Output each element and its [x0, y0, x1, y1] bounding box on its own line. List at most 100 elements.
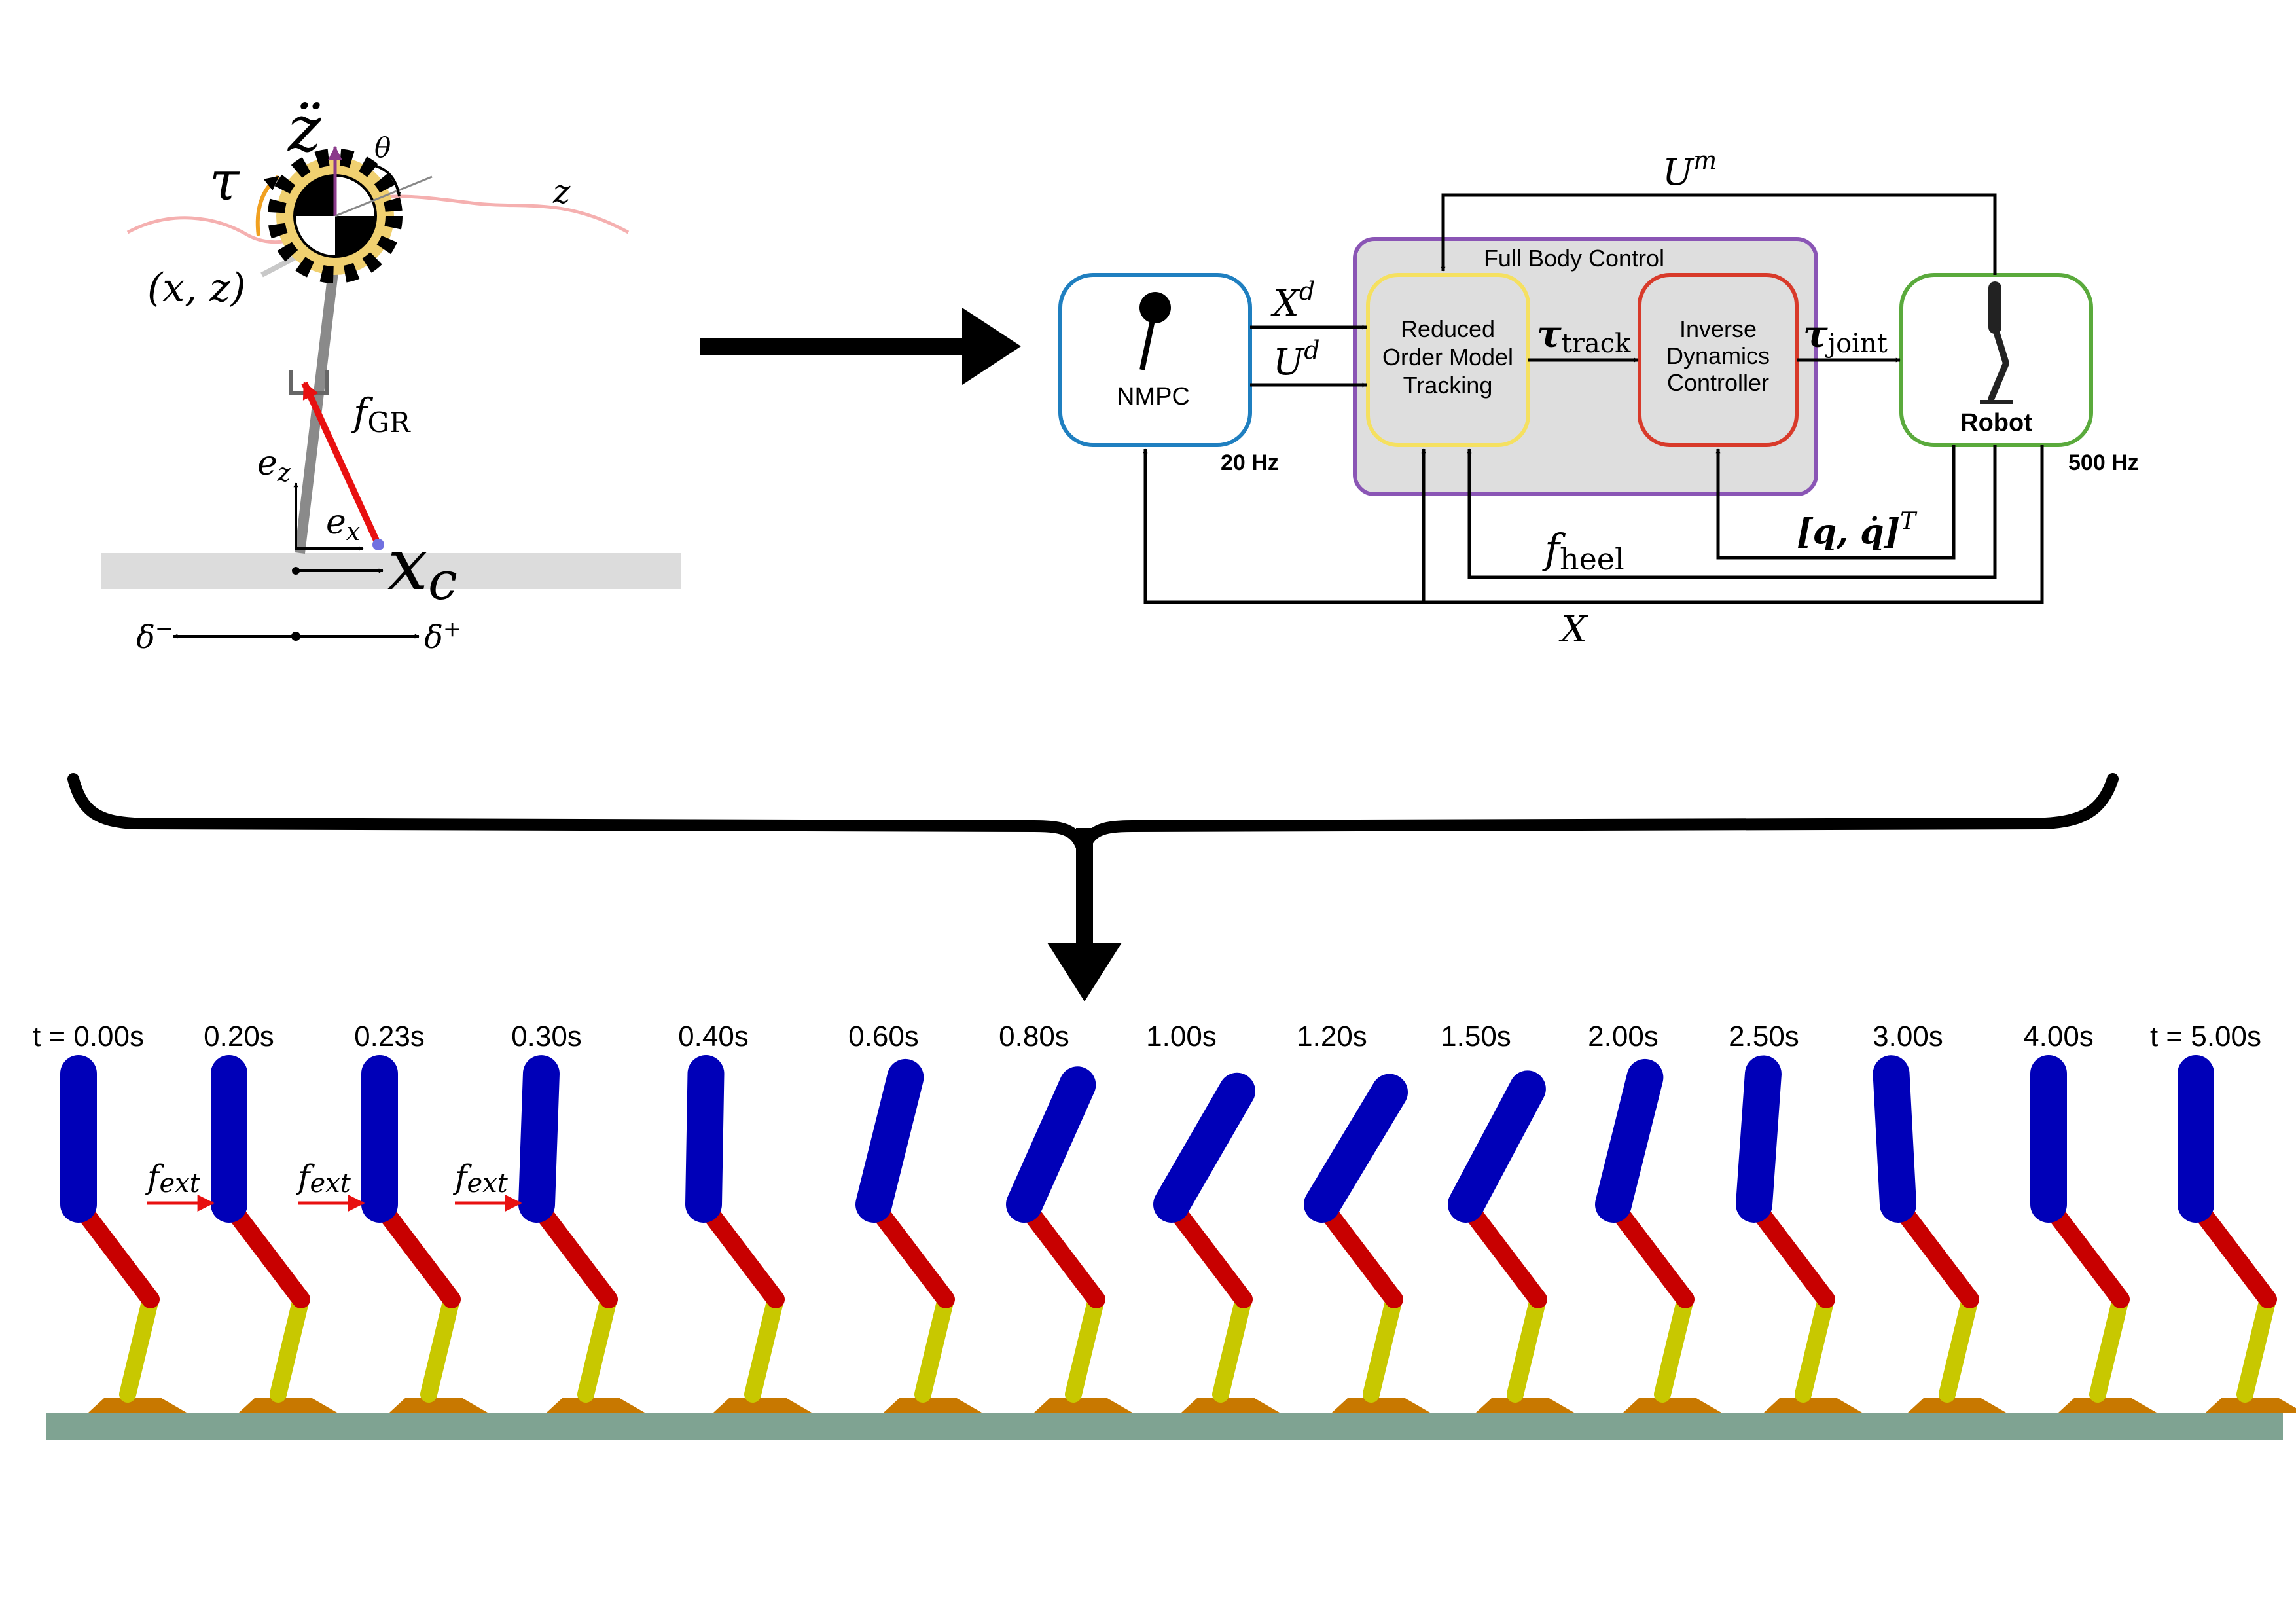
frame-time-label: 1.20s [1297, 1020, 1367, 1053]
robot-torso [1448, 1070, 1546, 1223]
robot-foot [88, 1398, 187, 1413]
frame-time-label: t = 5.00s [2150, 1020, 2261, 1053]
delta-center [291, 632, 300, 641]
ground-strip [101, 553, 681, 589]
tau-arc [255, 175, 279, 236]
robot-torso [1595, 1058, 1664, 1223]
robot-label: Robot [1960, 409, 2032, 437]
frame-time-label: 2.00s [1588, 1020, 1659, 1053]
robot-thigh [1313, 1195, 1403, 1308]
robot-foot [1764, 1398, 1862, 1413]
robot-thigh [865, 1195, 955, 1308]
control-block-diagram: Full Body Control NMPC 20 Hz Reduced Ord… [1058, 146, 2139, 651]
robot-foot [1623, 1398, 1721, 1413]
frame-time-label: 2.50s [1729, 1020, 1799, 1053]
ud-label: Ud [1273, 336, 1320, 384]
um-label: Um [1662, 146, 1717, 194]
robot-torso [1304, 1074, 1408, 1223]
robot-shank [744, 1291, 784, 1403]
fheel-label: fheel [1542, 525, 1624, 577]
robot-thigh [1745, 1195, 1835, 1308]
robot-foot [2206, 1398, 2296, 1413]
down-arrow-head [1047, 943, 1122, 1001]
frame-time-label: 4.00s [2023, 1020, 2094, 1053]
robot-foot [884, 1398, 982, 1413]
robot-frame: 4.00s [2023, 1020, 2157, 1413]
robot-shank [1507, 1291, 1547, 1403]
tau-joint-label: τjoint [1803, 313, 1888, 359]
robot-foot [239, 1398, 337, 1413]
ex-label: ex [326, 503, 360, 546]
robot-shank [1795, 1291, 1835, 1403]
robot-frame: 2.50s [1729, 1020, 1862, 1413]
nmpc-label: NMPC [1117, 383, 1190, 410]
frame-time-label: t = 0.00s [33, 1020, 144, 1053]
robot-foot [713, 1398, 812, 1413]
robot-thigh [1457, 1195, 1547, 1308]
theta-arc [366, 162, 401, 197]
robot-shank [577, 1291, 617, 1403]
robot-thigh [2039, 1195, 2130, 1308]
xc-origin [292, 567, 300, 575]
rate-20hz: 20 Hz [1221, 450, 1279, 475]
robot-torso [518, 1055, 560, 1223]
robot-frame: 0.40s [678, 1020, 812, 1413]
robot-frame: 1.20s [1297, 1020, 1430, 1413]
nmpc-pendulum-mass [1139, 292, 1171, 323]
brace-and-down-arrow [67, 773, 2119, 1001]
robot-thigh [370, 1195, 461, 1308]
x-label: X [1558, 608, 1588, 651]
tau-label: τ [209, 151, 240, 213]
delta-plus-label: δ+ [424, 616, 461, 656]
sequence-ground [46, 1413, 2283, 1440]
robot-shank [1939, 1291, 1979, 1403]
x-feedback-line [1143, 445, 2044, 604]
frame-time-label: 0.60s [848, 1020, 919, 1053]
tau-track-label: τtrack [1537, 313, 1631, 359]
frame-time-label: 3.00s [1873, 1020, 1943, 1053]
robot-thigh [528, 1195, 618, 1308]
reduced-model-sketch: τ z̈ θ z (x, z) fGR ez ex xc δ− δ+ [101, 92, 681, 656]
rom-label-line1: Reduced [1401, 316, 1495, 342]
delta-minus-label: δ− [136, 616, 173, 656]
robot-frame: 1.50s [1441, 1020, 1574, 1413]
robot-foot [1908, 1398, 2006, 1413]
robot-foot [2058, 1398, 2157, 1413]
full-body-control-label: Full Body Control [1484, 245, 1664, 272]
ez-label: ez [257, 444, 291, 487]
robot-shank [2089, 1291, 2129, 1403]
rom-label-line3: Tracking [1403, 372, 1493, 399]
flow-arrow-right [700, 308, 1021, 385]
robot-thigh [1604, 1195, 1695, 1308]
robot-foot [1476, 1398, 1574, 1413]
frame-time-label: 0.80s [999, 1020, 1069, 1053]
robot-icon-shank [1988, 360, 2009, 403]
robot-icon-thigh [1992, 324, 2009, 367]
robot-shank [1065, 1291, 1105, 1403]
xz-label: (x, z) [147, 265, 245, 311]
robot-shank [1654, 1291, 1694, 1403]
robot-thigh [694, 1195, 785, 1308]
robot-torso [1873, 1055, 1916, 1223]
robot-frame: 0.60s [848, 1020, 982, 1413]
robot-thigh [1162, 1195, 1253, 1308]
frame-time-label: 0.40s [678, 1020, 749, 1053]
robot-foot [1181, 1398, 1280, 1413]
frame-time-label: 1.50s [1441, 1020, 1511, 1053]
robot-thigh [69, 1195, 160, 1308]
robot-thigh [220, 1195, 310, 1308]
zddot-label: z̈ [287, 92, 322, 166]
um-feedback-line [1441, 193, 1997, 275]
robot-shank [420, 1291, 460, 1403]
robot-thigh [2187, 1195, 2277, 1308]
fext-label: fext [452, 1158, 509, 1199]
robot-shank [914, 1291, 954, 1403]
fheel-feedback-line [1467, 445, 1997, 579]
robot-thigh [1015, 1195, 1105, 1308]
walking-sequence: t = 0.00s 0.20s fext 0.23s fext 0.30s fext 0.40… [33, 1020, 2296, 1440]
robot-thigh [1889, 1195, 1979, 1308]
q-label: [q, q̇]T [1797, 508, 1918, 552]
robot-foot [1332, 1398, 1430, 1413]
fgr-arrow [301, 381, 382, 547]
